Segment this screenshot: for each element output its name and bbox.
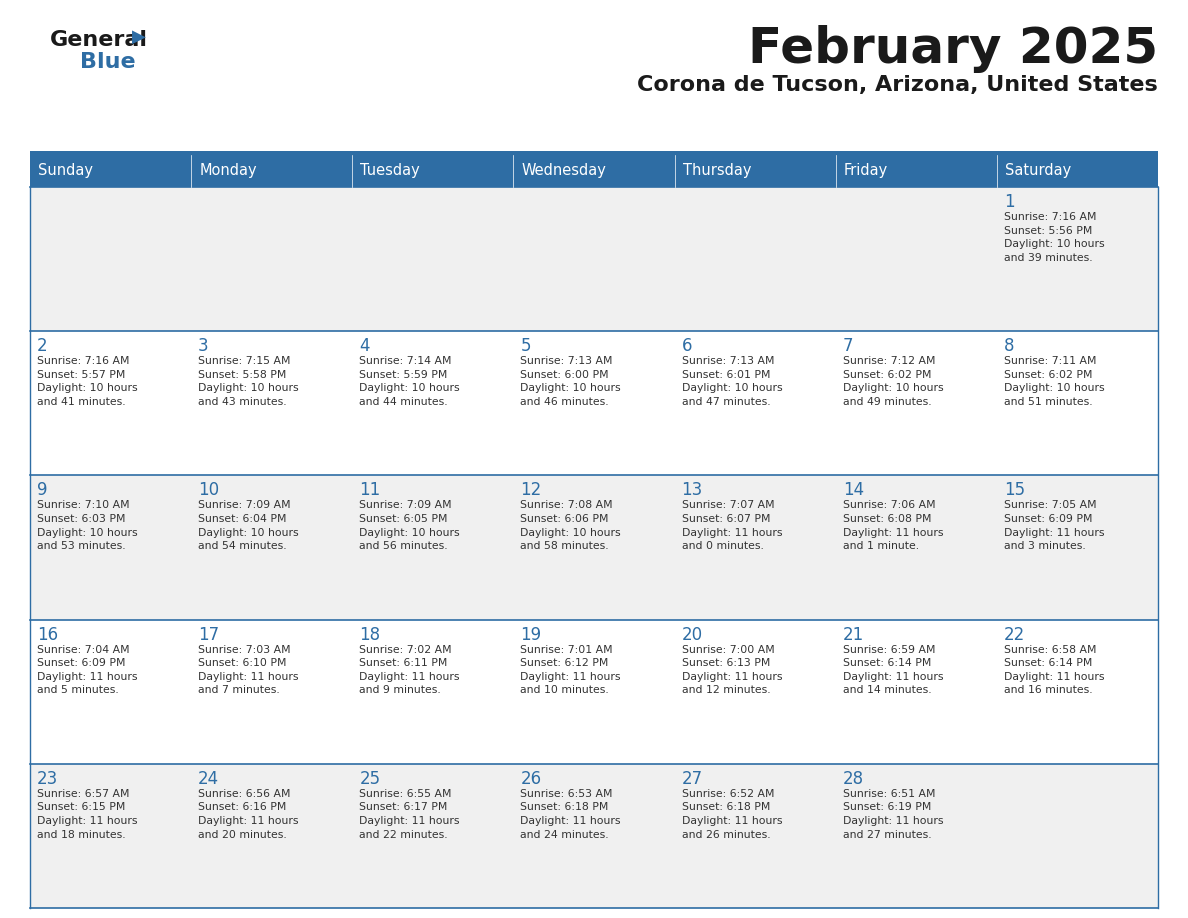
Text: Sunrise: 6:57 AM
Sunset: 6:15 PM
Daylight: 11 hours
and 18 minutes.: Sunrise: 6:57 AM Sunset: 6:15 PM Dayligh… [37,789,138,840]
Text: Sunrise: 7:04 AM
Sunset: 6:09 PM
Daylight: 11 hours
and 5 minutes.: Sunrise: 7:04 AM Sunset: 6:09 PM Dayligh… [37,644,138,696]
Text: Corona de Tucson, Arizona, United States: Corona de Tucson, Arizona, United States [637,75,1158,95]
Text: 4: 4 [359,337,369,355]
Text: Sunrise: 7:15 AM
Sunset: 5:58 PM
Daylight: 10 hours
and 43 minutes.: Sunrise: 7:15 AM Sunset: 5:58 PM Dayligh… [198,356,298,407]
Text: Sunrise: 7:11 AM
Sunset: 6:02 PM
Daylight: 10 hours
and 51 minutes.: Sunrise: 7:11 AM Sunset: 6:02 PM Dayligh… [1004,356,1105,407]
Text: Sunrise: 6:59 AM
Sunset: 6:14 PM
Daylight: 11 hours
and 14 minutes.: Sunrise: 6:59 AM Sunset: 6:14 PM Dayligh… [842,644,943,696]
Text: 3: 3 [198,337,209,355]
Text: Sunrise: 6:56 AM
Sunset: 6:16 PM
Daylight: 11 hours
and 20 minutes.: Sunrise: 6:56 AM Sunset: 6:16 PM Dayligh… [198,789,298,840]
Text: 7: 7 [842,337,853,355]
Bar [191,155,353,187]
Text: Blue: Blue [80,52,135,72]
Text: 5: 5 [520,337,531,355]
Text: Sunrise: 7:03 AM
Sunset: 6:10 PM
Daylight: 11 hours
and 7 minutes.: Sunrise: 7:03 AM Sunset: 6:10 PM Dayligh… [198,644,298,696]
Text: 21: 21 [842,625,864,644]
Text: 12: 12 [520,481,542,499]
Bar [513,155,675,187]
Text: 14: 14 [842,481,864,499]
Text: Sunrise: 7:07 AM
Sunset: 6:07 PM
Daylight: 11 hours
and 0 minutes.: Sunrise: 7:07 AM Sunset: 6:07 PM Dayligh… [682,500,782,551]
Text: Sunrise: 7:16 AM
Sunset: 5:56 PM
Daylight: 10 hours
and 39 minutes.: Sunrise: 7:16 AM Sunset: 5:56 PM Dayligh… [1004,212,1105,263]
Text: Sunrise: 7:12 AM
Sunset: 6:02 PM
Daylight: 10 hours
and 49 minutes.: Sunrise: 7:12 AM Sunset: 6:02 PM Dayligh… [842,356,943,407]
Bar [835,155,997,187]
Text: Sunrise: 7:13 AM
Sunset: 6:00 PM
Daylight: 10 hours
and 46 minutes.: Sunrise: 7:13 AM Sunset: 6:00 PM Dayligh… [520,356,621,407]
Text: Sunrise: 6:58 AM
Sunset: 6:14 PM
Daylight: 11 hours
and 16 minutes.: Sunrise: 6:58 AM Sunset: 6:14 PM Dayligh… [1004,644,1105,696]
Text: Sunrise: 7:01 AM
Sunset: 6:12 PM
Daylight: 11 hours
and 10 minutes.: Sunrise: 7:01 AM Sunset: 6:12 PM Dayligh… [520,644,621,696]
Text: Sunrise: 7:14 AM
Sunset: 5:59 PM
Daylight: 10 hours
and 44 minutes.: Sunrise: 7:14 AM Sunset: 5:59 PM Dayligh… [359,356,460,407]
Text: Sunrise: 7:09 AM
Sunset: 6:05 PM
Daylight: 10 hours
and 56 minutes.: Sunrise: 7:09 AM Sunset: 6:05 PM Dayligh… [359,500,460,551]
Text: 11: 11 [359,481,380,499]
Bar [30,187,1158,331]
Text: Sunrise: 7:02 AM
Sunset: 6:11 PM
Daylight: 11 hours
and 9 minutes.: Sunrise: 7:02 AM Sunset: 6:11 PM Dayligh… [359,644,460,696]
Text: Tuesday: Tuesday [360,163,421,178]
Text: Sunrise: 7:09 AM
Sunset: 6:04 PM
Daylight: 10 hours
and 54 minutes.: Sunrise: 7:09 AM Sunset: 6:04 PM Dayligh… [198,500,298,551]
Bar [30,764,1158,908]
Text: 2: 2 [37,337,48,355]
Bar [353,155,513,187]
Text: Sunrise: 7:05 AM
Sunset: 6:09 PM
Daylight: 11 hours
and 3 minutes.: Sunrise: 7:05 AM Sunset: 6:09 PM Dayligh… [1004,500,1105,551]
Text: 16: 16 [37,625,58,644]
Text: 27: 27 [682,770,702,788]
Text: Sunday: Sunday [38,163,93,178]
Bar [997,155,1158,187]
Bar [30,620,1158,764]
Text: Friday: Friday [843,163,887,178]
Text: Monday: Monday [200,163,257,178]
Bar [30,331,1158,476]
Text: Thursday: Thursday [683,163,751,178]
Text: General: General [50,30,148,50]
Text: Sunrise: 7:13 AM
Sunset: 6:01 PM
Daylight: 10 hours
and 47 minutes.: Sunrise: 7:13 AM Sunset: 6:01 PM Dayligh… [682,356,782,407]
Text: 8: 8 [1004,337,1015,355]
Text: Sunrise: 7:16 AM
Sunset: 5:57 PM
Daylight: 10 hours
and 41 minutes.: Sunrise: 7:16 AM Sunset: 5:57 PM Dayligh… [37,356,138,407]
Text: Sunrise: 7:10 AM
Sunset: 6:03 PM
Daylight: 10 hours
and 53 minutes.: Sunrise: 7:10 AM Sunset: 6:03 PM Dayligh… [37,500,138,551]
Text: Sunrise: 7:08 AM
Sunset: 6:06 PM
Daylight: 10 hours
and 58 minutes.: Sunrise: 7:08 AM Sunset: 6:06 PM Dayligh… [520,500,621,551]
Text: ▶: ▶ [132,28,146,46]
Text: 20: 20 [682,625,702,644]
Bar [30,155,191,187]
Text: 9: 9 [37,481,48,499]
Text: Saturday: Saturday [1005,163,1072,178]
Text: 19: 19 [520,625,542,644]
Text: 10: 10 [198,481,220,499]
Text: Sunrise: 7:00 AM
Sunset: 6:13 PM
Daylight: 11 hours
and 12 minutes.: Sunrise: 7:00 AM Sunset: 6:13 PM Dayligh… [682,644,782,696]
Text: Sunrise: 6:53 AM
Sunset: 6:18 PM
Daylight: 11 hours
and 24 minutes.: Sunrise: 6:53 AM Sunset: 6:18 PM Dayligh… [520,789,621,840]
Text: 18: 18 [359,625,380,644]
Text: 22: 22 [1004,625,1025,644]
Text: 17: 17 [198,625,220,644]
Bar [675,155,835,187]
Text: 24: 24 [198,770,220,788]
Text: 25: 25 [359,770,380,788]
Bar [30,476,1158,620]
Text: 13: 13 [682,481,703,499]
Text: February 2025: February 2025 [748,25,1158,73]
Text: Sunrise: 6:51 AM
Sunset: 6:19 PM
Daylight: 11 hours
and 27 minutes.: Sunrise: 6:51 AM Sunset: 6:19 PM Dayligh… [842,789,943,840]
Text: 15: 15 [1004,481,1025,499]
Text: 26: 26 [520,770,542,788]
Bar [30,151,1158,155]
Text: Wednesday: Wednesday [522,163,606,178]
Text: Sunrise: 6:55 AM
Sunset: 6:17 PM
Daylight: 11 hours
and 22 minutes.: Sunrise: 6:55 AM Sunset: 6:17 PM Dayligh… [359,789,460,840]
Text: 1: 1 [1004,193,1015,211]
Text: 28: 28 [842,770,864,788]
Text: 6: 6 [682,337,693,355]
Text: Sunrise: 7:06 AM
Sunset: 6:08 PM
Daylight: 11 hours
and 1 minute.: Sunrise: 7:06 AM Sunset: 6:08 PM Dayligh… [842,500,943,551]
Text: Sunrise: 6:52 AM
Sunset: 6:18 PM
Daylight: 11 hours
and 26 minutes.: Sunrise: 6:52 AM Sunset: 6:18 PM Dayligh… [682,789,782,840]
Text: 23: 23 [37,770,58,788]
